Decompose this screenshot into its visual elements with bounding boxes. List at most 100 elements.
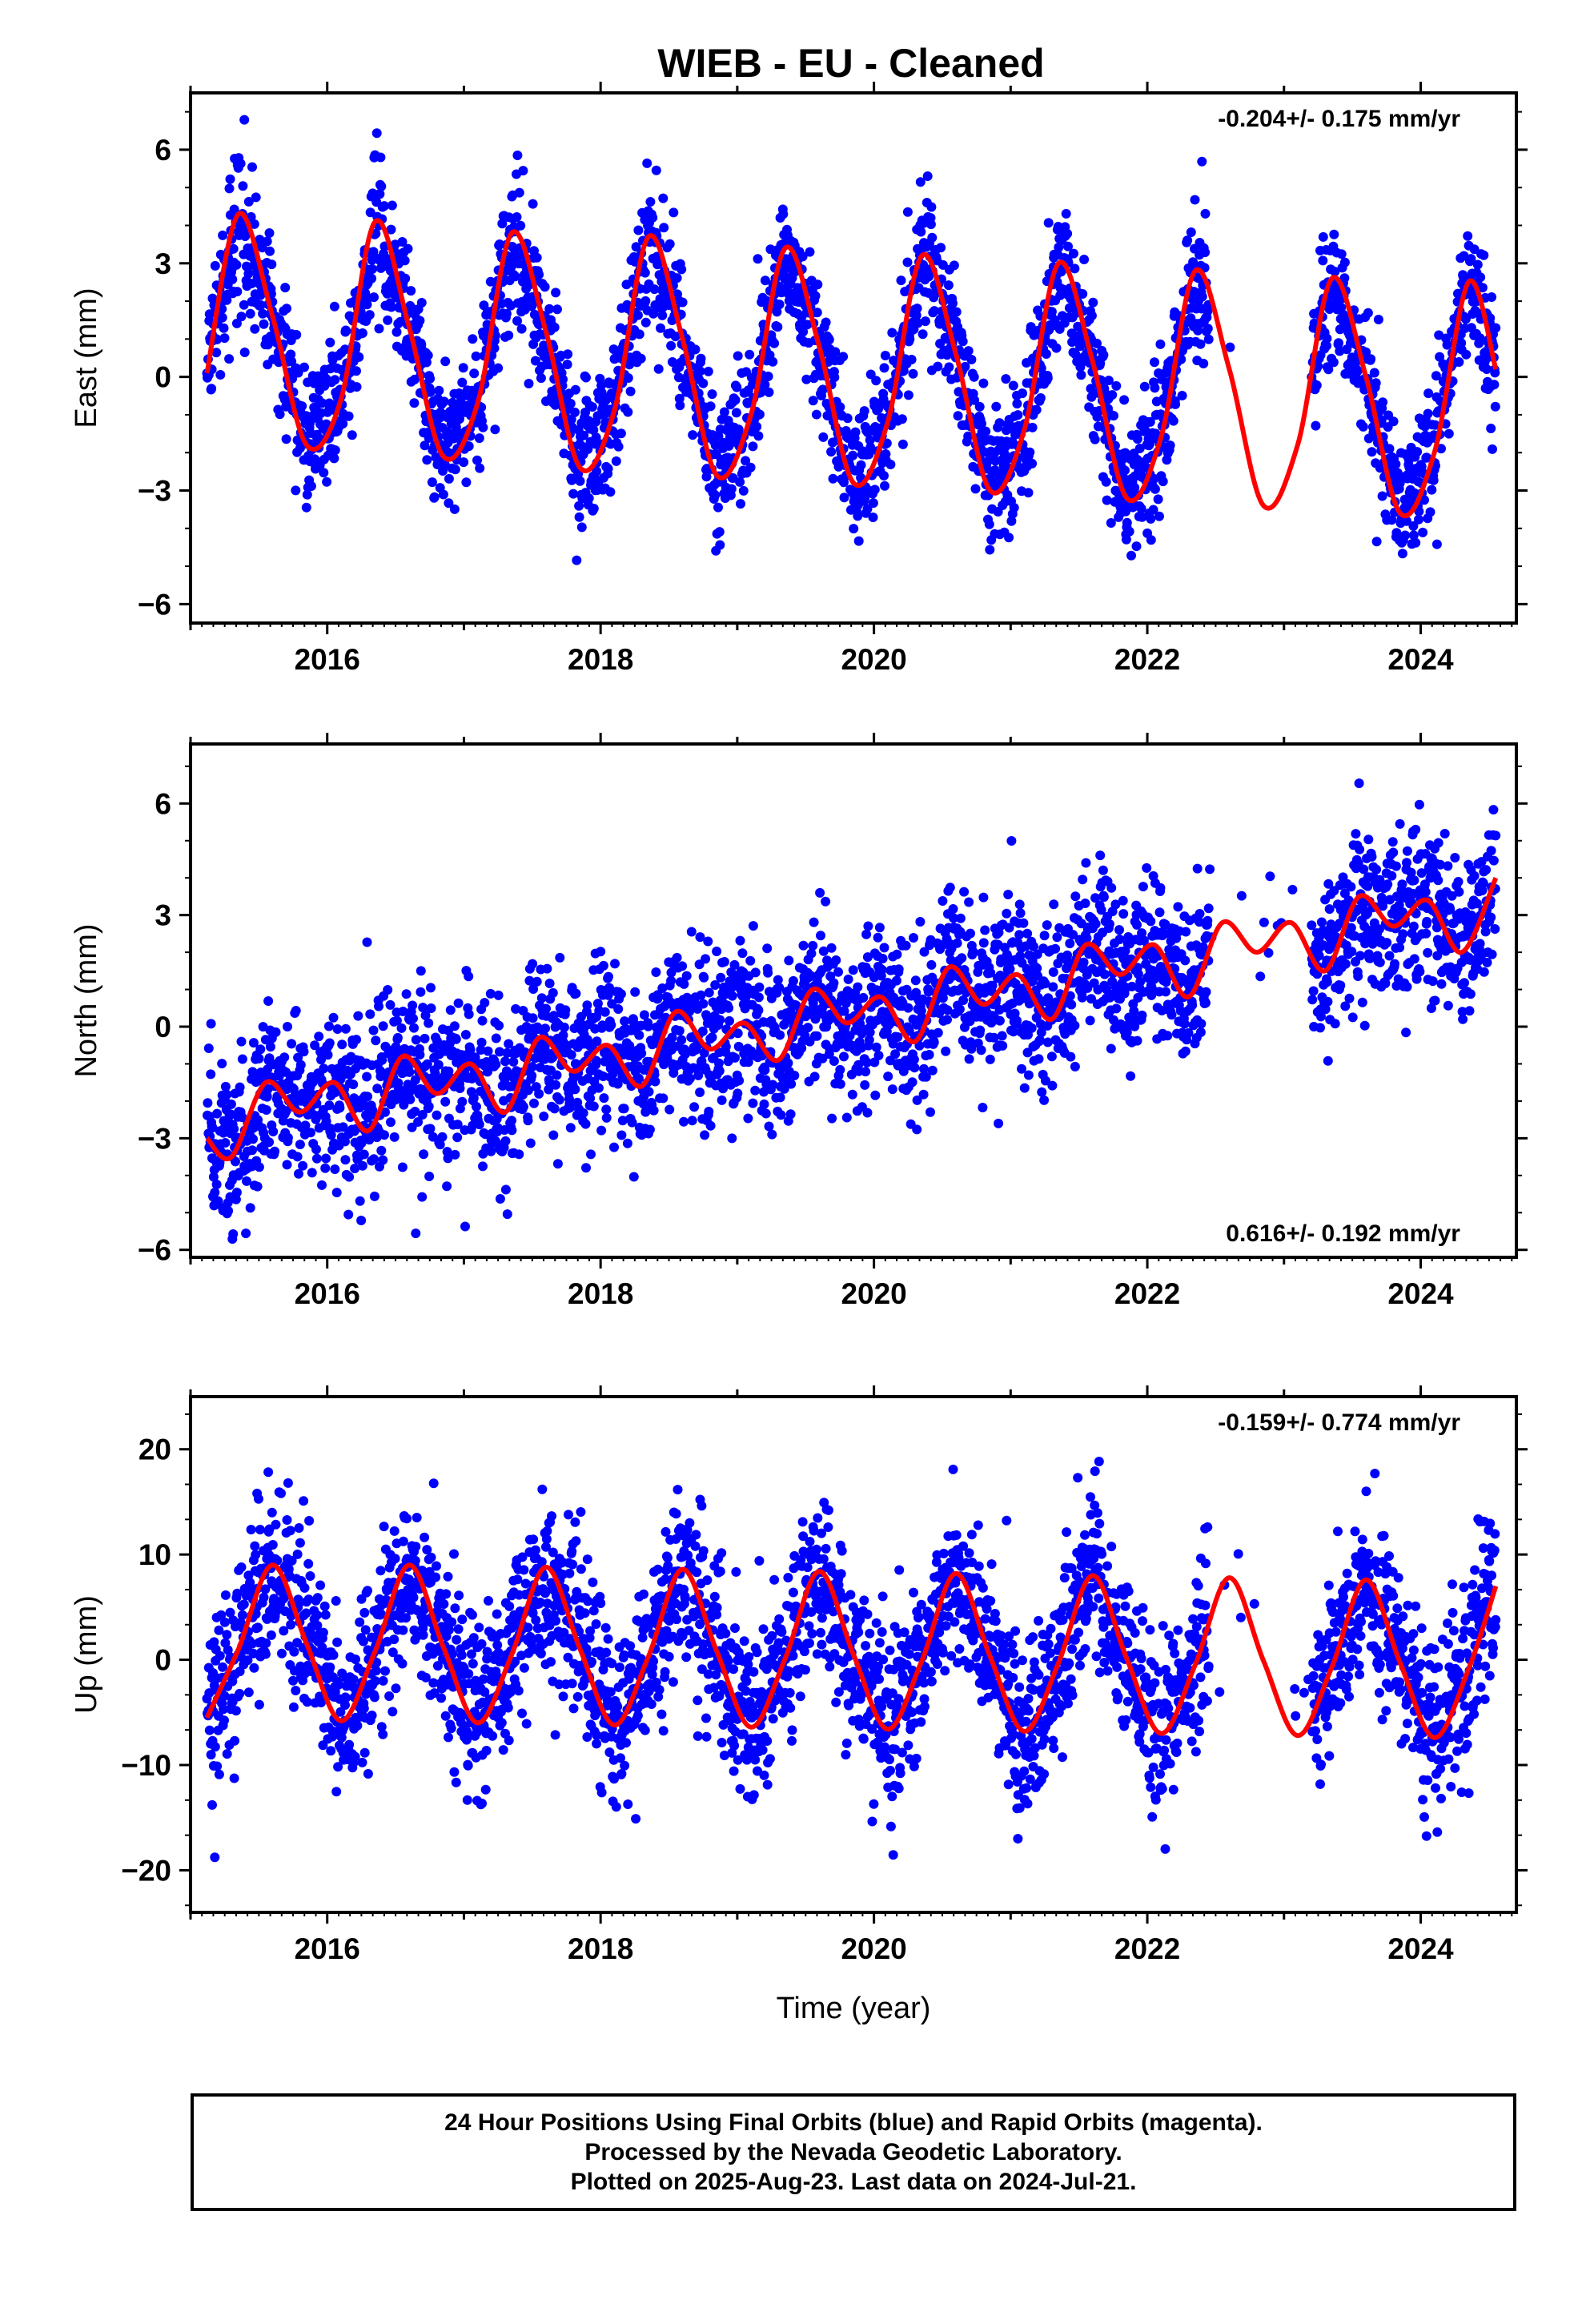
- data-point: [938, 993, 948, 1003]
- data-point: [485, 988, 496, 999]
- data-point: [425, 1124, 436, 1134]
- data-point: [813, 279, 823, 290]
- data-point: [859, 406, 869, 416]
- data-point: [322, 476, 332, 487]
- data-point: [788, 975, 798, 986]
- data-point: [725, 1015, 734, 1026]
- data-point: [362, 1072, 372, 1082]
- data-point: [879, 471, 889, 480]
- data-point: [608, 1068, 618, 1079]
- data-point: [357, 1160, 367, 1171]
- data-point: [801, 981, 811, 991]
- data-point: [1411, 537, 1421, 548]
- data-point: [495, 1047, 504, 1057]
- data-point: [926, 202, 937, 212]
- data-point: [451, 422, 461, 432]
- data-point: [464, 971, 474, 982]
- data-point: [540, 282, 550, 292]
- data-point: [1387, 515, 1397, 525]
- data-point: [1388, 416, 1399, 427]
- data-point: [648, 1105, 659, 1116]
- data-point: [648, 212, 658, 223]
- data-point: [235, 159, 246, 169]
- data-point: [279, 1052, 290, 1063]
- data-point: [732, 382, 742, 392]
- data-point: [364, 310, 375, 320]
- data-point: [332, 1024, 343, 1034]
- data-point: [365, 1009, 375, 1019]
- data-point: [958, 995, 969, 1005]
- data-point: [812, 308, 822, 318]
- data-point: [1490, 401, 1500, 412]
- data-point: [737, 948, 748, 959]
- data-point: [536, 373, 546, 384]
- data-point: [324, 1100, 335, 1111]
- data-point: [464, 441, 474, 452]
- data-point: [960, 361, 970, 372]
- data-point: [398, 1007, 408, 1016]
- data-point: [605, 487, 616, 497]
- data-point: [445, 1005, 456, 1015]
- data-point: [321, 1153, 331, 1164]
- data-point: [798, 940, 809, 951]
- data-point: [228, 243, 239, 254]
- data-point: [248, 1038, 259, 1048]
- data-point: [774, 983, 785, 993]
- data-point: [698, 378, 709, 388]
- data-point: [687, 1116, 697, 1126]
- data-point: [449, 504, 460, 514]
- data-point: [1069, 248, 1078, 259]
- data-point: [880, 480, 889, 491]
- data-point: [302, 489, 312, 500]
- data-point: [265, 1042, 275, 1052]
- data-point: [628, 1172, 639, 1182]
- data-point: [672, 273, 682, 283]
- data-point: [880, 351, 890, 360]
- data-point: [425, 387, 436, 397]
- data-point: [599, 1093, 609, 1104]
- data-point: [879, 943, 889, 953]
- data-point: [443, 1153, 453, 1164]
- data-point: [698, 999, 709, 1009]
- data-point: [948, 298, 958, 308]
- data-point: [391, 327, 402, 337]
- data-point: [255, 235, 265, 245]
- data-point: [733, 351, 743, 361]
- data-point: [1384, 444, 1395, 454]
- data-point: [461, 477, 472, 488]
- data-point: [818, 946, 829, 956]
- data-point: [566, 1050, 576, 1060]
- data-point: [623, 373, 633, 383]
- data-point: [1165, 440, 1175, 451]
- data-point: [1431, 371, 1441, 381]
- data-point: [714, 1066, 725, 1076]
- data-point: [705, 1120, 716, 1131]
- data-point: [338, 419, 348, 429]
- data-point: [685, 1073, 695, 1084]
- data-point: [324, 1038, 335, 1048]
- data-point: [338, 1122, 348, 1132]
- data-point: [369, 1191, 379, 1201]
- data-point: [1076, 370, 1086, 380]
- data-point: [435, 1140, 445, 1150]
- data-point: [640, 296, 651, 306]
- data-point: [760, 1065, 770, 1076]
- data-point: [898, 366, 909, 376]
- data-point: [948, 904, 958, 914]
- data-point: [337, 1039, 347, 1050]
- data-point: [592, 1036, 602, 1047]
- data-point: [250, 324, 260, 334]
- data-point: [552, 304, 562, 315]
- data-point: [977, 419, 986, 428]
- x-tick-label: 2020: [841, 643, 906, 676]
- data-point: [700, 1130, 710, 1140]
- data-point: [574, 512, 584, 522]
- data-point: [351, 366, 361, 376]
- data-point: [397, 1162, 408, 1172]
- data-point: [1430, 420, 1440, 430]
- data-point: [798, 327, 809, 337]
- data-point: [633, 1073, 644, 1084]
- data-point: [959, 887, 970, 897]
- data-point: [380, 1107, 390, 1117]
- data-point: [326, 1130, 336, 1140]
